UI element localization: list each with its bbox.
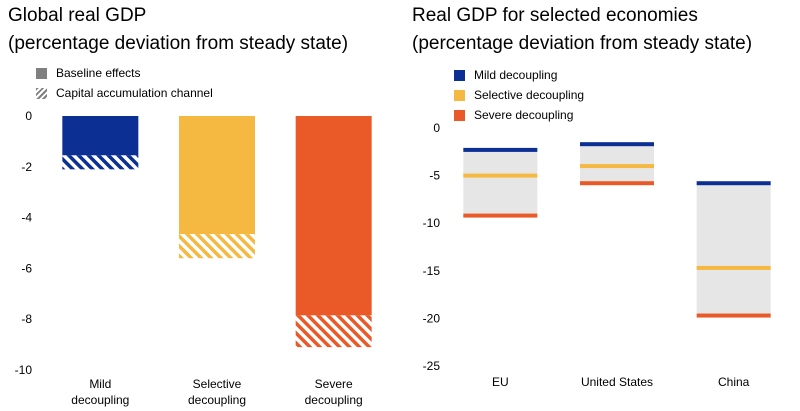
x-tick-label: Severe — [315, 377, 353, 391]
left-chart-title: Global real GDP — [8, 5, 147, 26]
scenario-marker — [696, 313, 771, 318]
legend-label: Mild decoupling — [474, 68, 558, 82]
y-tick-label: -10 — [15, 363, 33, 377]
scenario-marker — [696, 181, 771, 186]
bar-baseline — [62, 116, 139, 156]
left-bar-chart: 0 -2 -4 -6 -8 -10 Mild decoupling Selective decou… — [15, 109, 372, 407]
scenario-marker — [580, 164, 654, 169]
scenario-marker — [696, 265, 771, 270]
y-tick-label: -6 — [21, 261, 32, 275]
scenario-marker — [580, 181, 654, 186]
y-tick-label: 0 — [433, 121, 440, 135]
y-tick-label: -15 — [423, 264, 441, 278]
x-tick-label: EU — [492, 375, 509, 389]
right-chart-subtitle: (percentage deviation from steady state) — [412, 33, 753, 54]
scenario-marker — [463, 173, 538, 178]
scenario-marker — [463, 213, 538, 218]
x-tick-label: decoupling — [305, 393, 363, 407]
y-tick-label: -25 — [423, 359, 441, 373]
bar-capital-channel — [179, 234, 255, 259]
x-tick-label: Mild — [89, 377, 111, 391]
x-tick-label: Selective — [193, 377, 242, 391]
bar-baseline — [179, 116, 255, 235]
right-range-chart: 0 -5 -10 -15 -20 -25 EU United States China — [423, 121, 771, 389]
legend-swatch-icon — [454, 90, 465, 101]
legend-swatch-icon — [454, 110, 465, 121]
legend-swatch-hatched-icon — [36, 88, 47, 99]
range-band — [463, 149, 538, 216]
legend-swatch-icon — [454, 70, 465, 81]
y-tick-label: -8 — [21, 312, 32, 326]
x-tick-label: decoupling — [188, 393, 246, 407]
y-tick-label: -20 — [423, 311, 441, 325]
x-tick-label: United States — [581, 375, 653, 389]
y-tick-label: 0 — [25, 109, 32, 123]
legend-label: Capital accumulation channel — [56, 86, 213, 100]
scenario-marker — [580, 142, 654, 147]
legend-label: Baseline effects — [56, 66, 141, 80]
range-band — [580, 144, 654, 184]
y-tick-label: -4 — [21, 211, 32, 225]
y-tick-label: -10 — [423, 216, 441, 230]
legend-label: Selective decoupling — [474, 88, 585, 102]
bar-baseline — [295, 116, 372, 316]
bar-capital-channel — [62, 155, 139, 170]
x-tick-label: decoupling — [71, 393, 129, 407]
scenario-marker — [463, 147, 538, 152]
legend-swatch-solid-icon — [36, 68, 47, 79]
left-chart-subtitle: (percentage deviation from steady state) — [8, 33, 349, 54]
bar-capital-channel — [295, 315, 372, 348]
right-chart-title: Real GDP for selected economies — [412, 5, 698, 26]
legend-label: Severe decoupling — [474, 108, 574, 122]
y-tick-label: -2 — [21, 160, 32, 174]
y-tick-label: -5 — [429, 169, 440, 183]
left-chart-panel: Global real GDP (percentage deviation fr… — [8, 5, 372, 407]
right-chart-panel: Real GDP for selected economies (percent… — [400, 0, 800, 411]
x-tick-label: China — [718, 375, 750, 389]
range-band — [696, 183, 771, 316]
